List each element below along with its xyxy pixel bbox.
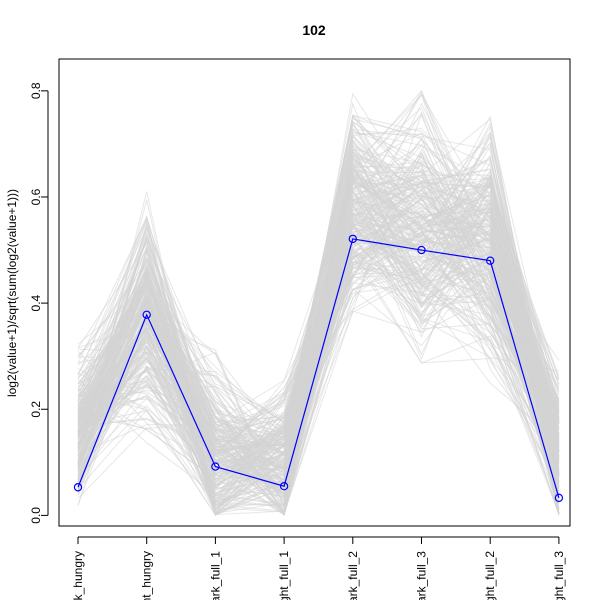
y-tick-label: 0.2 [29,401,43,418]
x-tick-label: dark_full_3 [415,551,429,600]
background-profile-line [77,194,560,491]
background-profile-line [77,118,560,498]
background-lines [77,89,560,517]
background-profile-line [77,159,560,469]
series-point [348,234,357,244]
y-axis-label: log2(value+1)/sqrt(sum(log2(value+1))) [5,189,19,397]
background-profile-line [77,161,560,514]
series-point [211,462,220,471]
y-tick-label: 0.8 [29,82,43,99]
series-point [486,256,495,265]
background-profile-line [77,198,560,515]
chart-title: 102 [302,22,326,38]
series-point [142,310,151,319]
background-profile-line [77,153,560,507]
y-axis: 0.0 0.2 0.4 0.6 0.8 [29,82,49,524]
x-tick-label: dark_full_2 [346,551,360,600]
background-profile-line [77,90,560,514]
plot-frame [58,58,571,527]
background-profile-line [77,275,560,517]
background-profile-line [77,156,560,516]
series-layer [73,234,564,503]
series-point [279,481,289,491]
x-axis: dark_hungry light_hungry dark_full_1 light_… [71,536,566,600]
series-point [417,245,426,255]
y-tick-label: 0.4 [29,294,43,311]
x-tick-label: dark_full_1 [208,551,222,600]
background-profile-line [77,172,560,514]
series-point [554,493,564,503]
background-profile-line [77,112,560,481]
y-tick-label: 0.0 [29,507,43,524]
background-profile-line [77,129,560,487]
background-profile-line [77,220,560,456]
x-tick-label: light_hungry [140,551,154,600]
series-line [77,238,560,499]
background-profile-line [77,225,560,468]
series-point [73,483,83,492]
background-profile-line [77,149,560,505]
y-tick-label: 0.6 [29,188,43,205]
x-tick-label: dark_hungry [71,551,85,600]
x-tick-label: light_full_3 [552,551,566,600]
background-profile-line [77,151,560,462]
x-tick-label: light_full_2 [483,551,497,600]
x-tick-label: light_full_1 [277,551,291,600]
background-profile-line [77,239,560,516]
